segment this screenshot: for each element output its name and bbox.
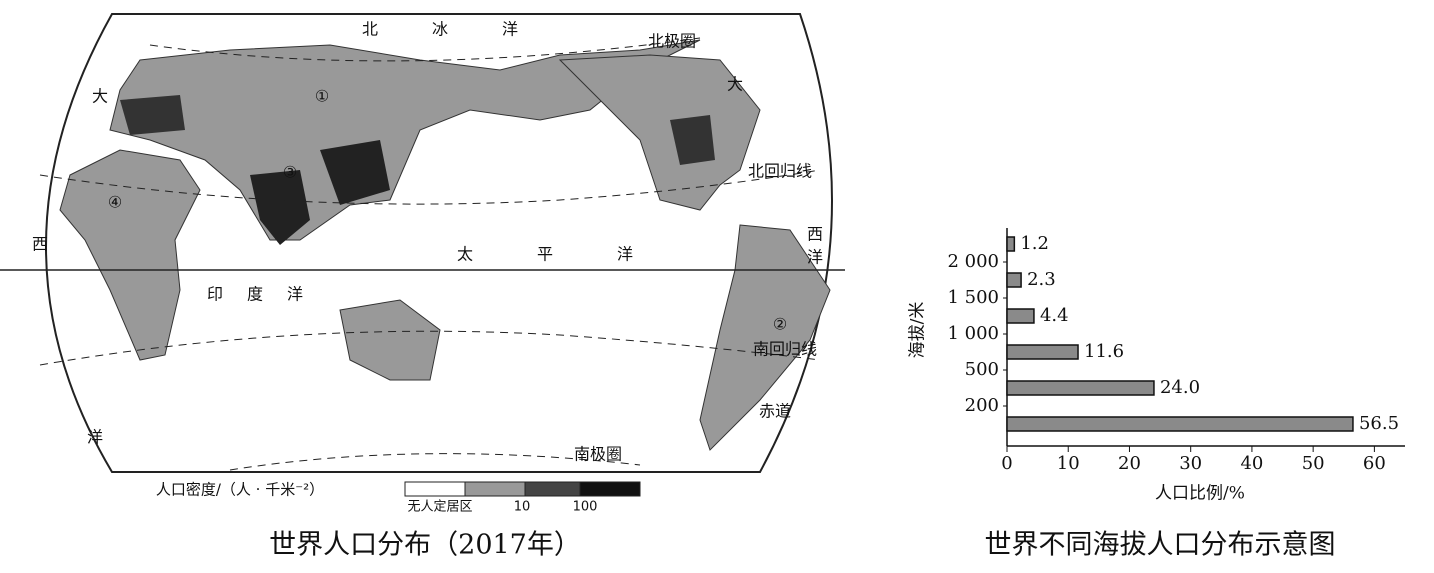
map-label: 洋	[502, 20, 518, 39]
dense-area	[670, 115, 715, 165]
bar	[1006, 272, 1022, 288]
tropic-line	[39, 330, 821, 366]
x-tick-label: 0	[1001, 453, 1012, 474]
map-label: ③	[283, 163, 297, 182]
map-label: ①	[315, 87, 329, 106]
map-label: 平	[537, 245, 553, 264]
legend-item: 100	[573, 500, 598, 515]
x-tick-label: 30	[1179, 453, 1202, 474]
map-label: 南回归线	[753, 340, 817, 359]
map-label: 西	[807, 225, 823, 244]
map-label: 北极圈	[648, 32, 696, 51]
map-label: 洋	[87, 428, 103, 447]
legend-swatch	[464, 481, 526, 497]
legend-item: 10	[514, 500, 531, 515]
arctic-line	[149, 37, 701, 62]
x-tick-label: 50	[1302, 453, 1325, 474]
south-america	[699, 224, 831, 451]
map-caption: 世界人口分布（2017年）	[269, 530, 581, 561]
dense-area	[120, 95, 185, 135]
value-label: 2.3	[1027, 269, 1056, 290]
bar-chart: 世界不同海拔人口分布示意图 人口比例/% 海拔/米 0 10 20 30 40 50 60 5…	[908, 228, 1405, 561]
legend-swatch	[404, 481, 466, 497]
chart-title: 世界不同海拔人口分布示意图	[985, 530, 1336, 561]
x-tick-label: 10	[1057, 453, 1080, 474]
bar	[1006, 236, 1016, 252]
value-label: 11.6	[1084, 341, 1124, 362]
dense-area	[250, 170, 310, 245]
legend-swatch	[524, 481, 581, 497]
bar	[1006, 380, 1155, 396]
tropic-line	[39, 169, 821, 205]
y-tick-label: 1 000	[947, 323, 999, 344]
bar	[1006, 416, 1354, 432]
map-label: 大	[727, 75, 743, 94]
map-label: 赤道	[759, 402, 791, 421]
map-label: ④	[108, 193, 122, 212]
dense-area	[320, 140, 390, 205]
map-label: 洋	[287, 285, 303, 304]
map-label: 西	[32, 235, 48, 254]
legend-item: 无人定居区	[407, 500, 472, 515]
x-tick-label: 40	[1240, 453, 1263, 474]
map-label: 冰	[432, 20, 448, 39]
legend-title: 人口密度/（人 · 千米⁻²）	[156, 481, 324, 499]
map-label: 太	[457, 245, 473, 264]
x-tick-label: 60	[1363, 453, 1386, 474]
map-label: 洋	[617, 245, 633, 264]
value-label: 1.2	[1020, 233, 1049, 254]
map-label: 北	[362, 20, 378, 39]
bar	[1006, 308, 1035, 324]
legend-swatch	[579, 481, 641, 497]
y-axis-label: 海拔/米	[908, 302, 928, 359]
value-label: 24.0	[1160, 377, 1200, 398]
antarctic-line	[229, 453, 641, 471]
y-tick-label: 200	[965, 395, 999, 416]
y-tick-label: 2 000	[947, 251, 999, 272]
map-labels: 北冰洋北极圈大西洋太平洋印度洋大西洋赤道北回归线南回归线南极圈①②③④	[32, 20, 823, 464]
africa	[59, 149, 201, 361]
map-label: 北回归线	[748, 162, 812, 181]
map: 北冰洋北极圈大西洋太平洋印度洋大西洋赤道北回归线南回归线南极圈①②③④ 人口密度…	[0, 13, 845, 561]
value-label: 4.4	[1040, 305, 1069, 326]
north-america	[558, 54, 761, 211]
x-axis-label: 人口比例/%	[1155, 484, 1245, 504]
map-label: 南极圈	[574, 445, 622, 464]
map-label: 大	[92, 87, 108, 106]
map-label: 印	[207, 285, 223, 304]
y-tick-label: 1 500	[947, 287, 999, 308]
value-label: 56.5	[1359, 413, 1399, 434]
australia	[339, 299, 441, 381]
x-tick-label: 20	[1118, 453, 1141, 474]
map-label: ②	[773, 315, 787, 334]
bar	[1006, 344, 1079, 360]
y-tick-label: 500	[965, 359, 999, 380]
map-label: 洋	[807, 248, 823, 267]
map-label: 度	[247, 285, 263, 304]
